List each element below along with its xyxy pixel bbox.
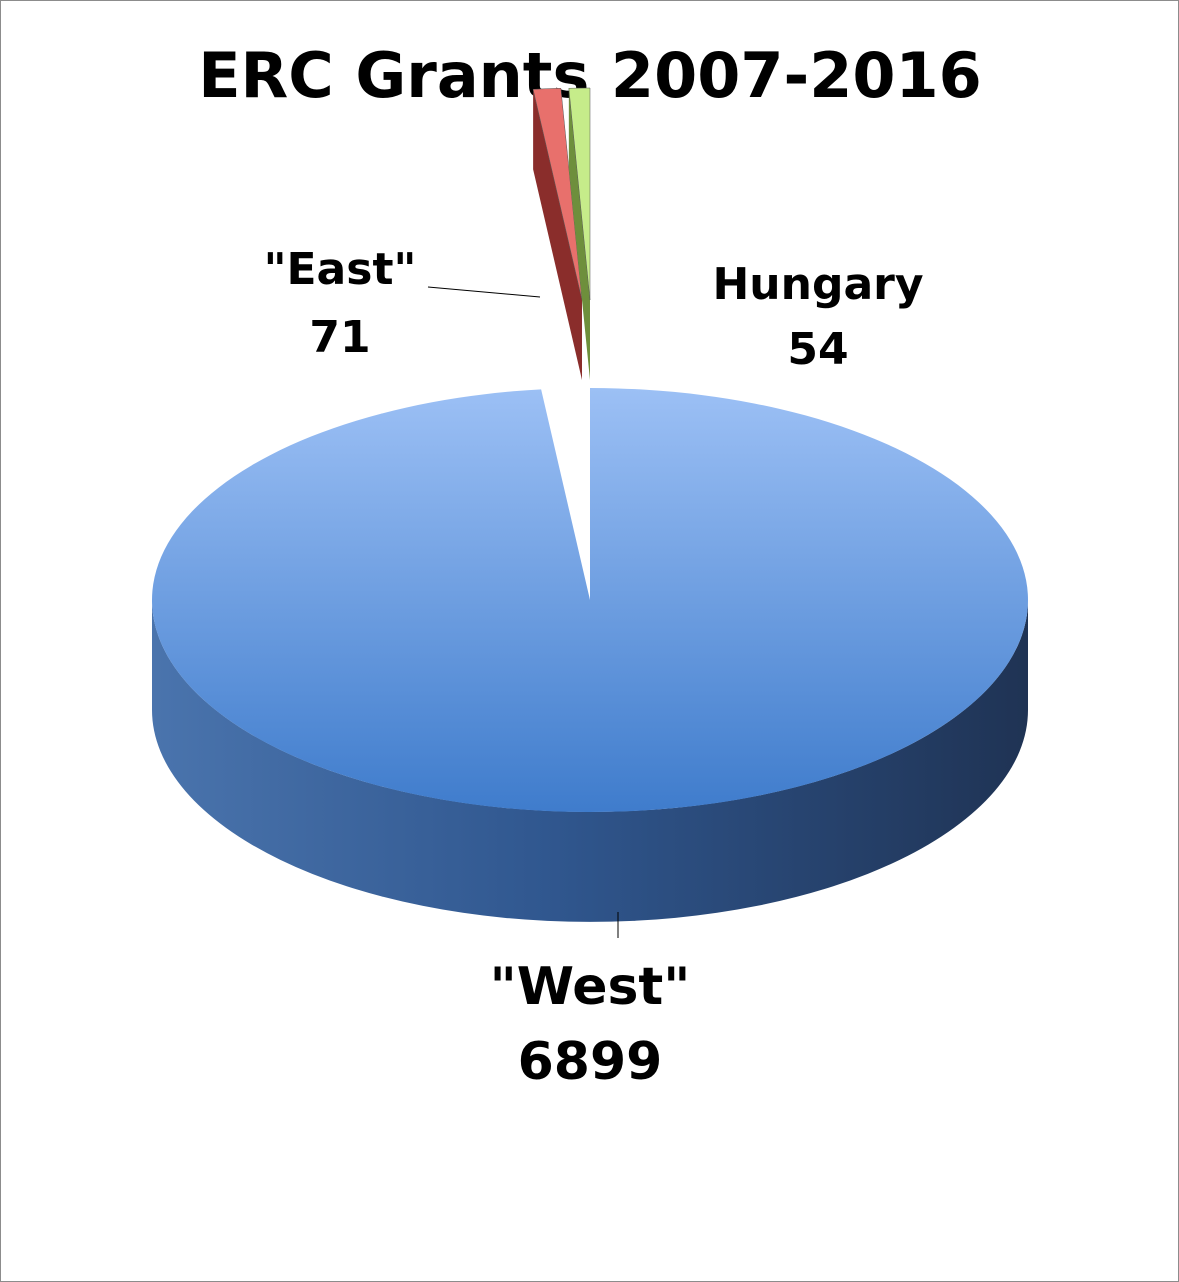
plot-area: "West" 6899 "East" 71 Hungary 54	[151, 87, 1028, 1092]
leader-line	[427, 286, 541, 298]
value-label: 71	[309, 312, 370, 363]
value-label: 6899	[518, 1032, 663, 1092]
slice-label: "East"	[264, 244, 417, 295]
slice-side	[568, 88, 590, 380]
slice-label: "West"	[490, 957, 691, 1017]
slice-side	[533, 89, 582, 381]
pie-slice	[532, 87, 583, 301]
pie-slice	[151, 388, 1028, 812]
pie-slice	[568, 87, 591, 301]
pie-side	[152, 600, 1028, 922]
slice-label: Hungary	[712, 259, 923, 310]
value-label: 54	[787, 324, 848, 375]
